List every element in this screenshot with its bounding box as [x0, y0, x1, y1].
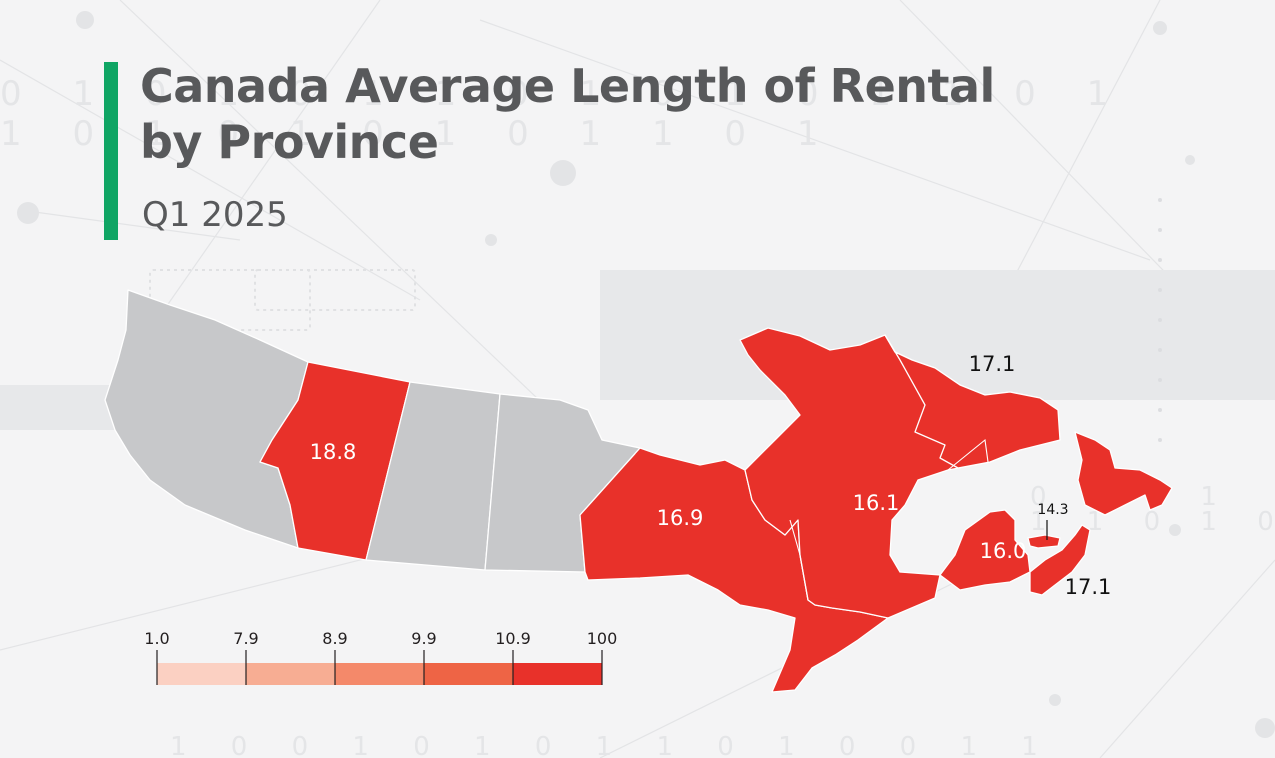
region-nova-scotia: [1029, 524, 1091, 596]
label-nova-scotia: 17.1: [1065, 575, 1112, 599]
label-newfoundland-and-labrador: 17.1: [969, 352, 1016, 376]
legend-tick-label: 7.9: [233, 629, 258, 648]
label-alberta: 18.8: [310, 440, 357, 464]
region-newfoundland-and-labrador: [884, 334, 1173, 516]
legend-bin: [246, 663, 335, 685]
label-prince-edward-island: 14.3: [1037, 502, 1068, 518]
legend-tick-label: 10.9: [495, 629, 531, 648]
legend-bin: [335, 663, 424, 685]
legend-bin: [157, 663, 246, 685]
svg-text:1 1 0 1 0: 1 1 0 1 0: [1030, 507, 1275, 537]
legend-tick-label: 100: [587, 629, 618, 648]
legend-tick-label: 8.9: [322, 629, 347, 648]
legend-tick-label: 9.9: [411, 629, 436, 648]
svg-text:1 0 1 0 1 0 1 0 1 1: 1 0 1 0 1 0 1 0 1 1 0 1: [0, 114, 838, 154]
title-line-1: Canada Average Length of Rental: [140, 59, 995, 113]
accent-bar: [104, 62, 118, 240]
svg-text:1 0 0 1 0 1 0 1 1 0: 1 0 0 1 0 1 0 1 1 0 1 0 0 1 1: [170, 732, 1056, 758]
page-subtitle: Q1 2025: [142, 195, 288, 235]
svg-text:0 1 0 1 0 1 1 0 1 0: 0 1 0 1 0 1 1 0 1 0 1 0 1 1 0 1: [0, 74, 1128, 114]
region-prince-edward-island: [1027, 534, 1061, 549]
label-quebec: 16.1: [853, 491, 900, 515]
label-new-brunswick: 16.0: [980, 539, 1027, 563]
page-title: Canada Average Length of Rental by Provi…: [140, 58, 1040, 170]
legend-bin: [513, 663, 602, 685]
legend-tick-label: 1.0: [144, 629, 169, 648]
legend-bin: [424, 663, 513, 685]
region-new-brunswick: [939, 509, 1031, 591]
title-line-2: by Province: [140, 115, 439, 169]
label-ontario: 16.9: [657, 506, 704, 530]
